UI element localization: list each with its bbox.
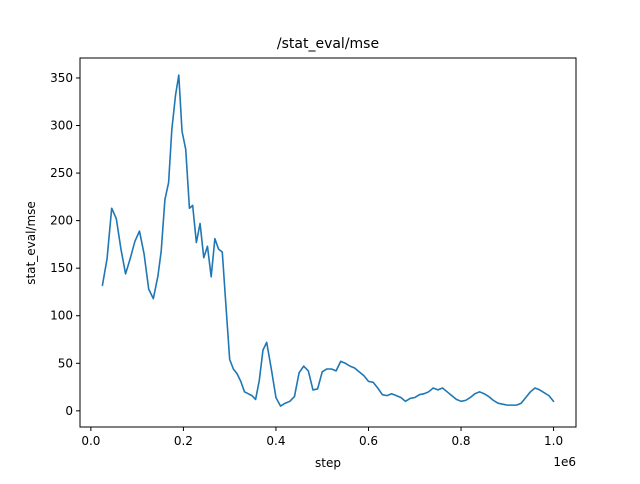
x-tick-label: 0.2 [174,434,193,448]
y-tick-label: 200 [50,214,73,228]
series-line-0 [101,74,555,407]
x-tick-label: 0.4 [266,434,285,448]
chart-title: /stat_eval/mse [277,36,379,52]
x-tick-label: 0.0 [81,434,100,448]
y-axis-label: stat_eval/mse [24,201,38,285]
plot-layer [101,74,555,407]
y-tick-label: 350 [50,71,73,85]
y-tick-label: 100 [50,309,73,323]
y-axis: 0 50 100 150 200 250 300 350 [50,71,80,418]
plot-frame [79,57,577,428]
x-tick-label: 1.0 [544,434,563,448]
x-axis: 0.0 0.2 0.4 0.6 0.8 1.0 [81,427,563,448]
y-tick-label: 150 [50,261,73,275]
x-tick-label: 0.6 [359,434,378,448]
x-axis-label: step [315,456,341,470]
y-tick-label: 0 [65,404,73,418]
y-tick-label: 300 [50,119,73,133]
x-tick-label: 0.8 [451,434,470,448]
y-tick-label: 50 [58,356,73,370]
x-axis-offset-label: 1e6 [553,455,576,469]
y-tick-label: 250 [50,166,73,180]
